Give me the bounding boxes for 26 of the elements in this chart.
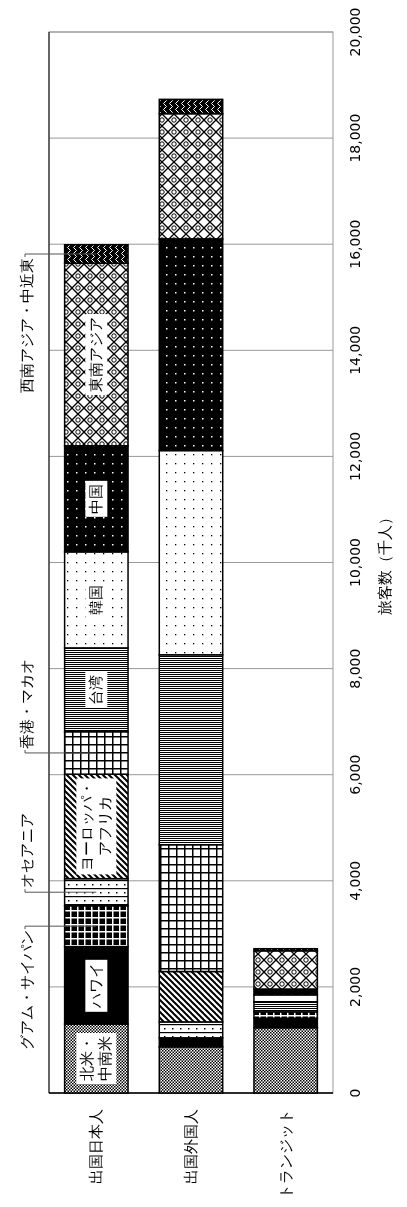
y-tick-label: 16,000 [347, 219, 363, 269]
y-tick-label: 4,000 [347, 860, 363, 901]
y-tick-label: 18,000 [347, 113, 363, 163]
text: 西南アジア・中近東 [18, 258, 36, 394]
series-label: 東南アジア [87, 317, 106, 393]
x-tick-label: 出国外国人 [182, 1109, 200, 1184]
y-tick-label: 14,000 [347, 325, 363, 375]
text: 香港・マカオ [18, 658, 36, 749]
y-tick-label: 20,000 [347, 7, 363, 57]
y-tick-label: 12,000 [347, 431, 363, 481]
series-label: 中国 [87, 483, 106, 514]
x-tick-label: 出国日本人 [87, 1109, 106, 1184]
x-tick-label: トランジット [276, 1109, 295, 1199]
text: オセアニア [18, 813, 36, 889]
text: グアム・サイパン [18, 930, 36, 1051]
y-tick-label: 8,000 [347, 648, 363, 689]
series-label: ヨーロッパ・アフリカ [78, 781, 115, 872]
series-label: 台湾 [87, 674, 106, 705]
series-label: ハワイ [87, 962, 106, 1009]
series-label: 韓国 [87, 584, 106, 615]
y-tick-label: 2,000 [347, 966, 363, 1007]
y-tick-label: 10,000 [347, 538, 363, 587]
series-label: 北米・中南米 [78, 1036, 115, 1082]
y-tick-label: 0 [347, 1088, 363, 1098]
y-tick-label: 6,000 [347, 754, 363, 795]
y-axis-title: 旅客数（千人） [376, 510, 394, 615]
